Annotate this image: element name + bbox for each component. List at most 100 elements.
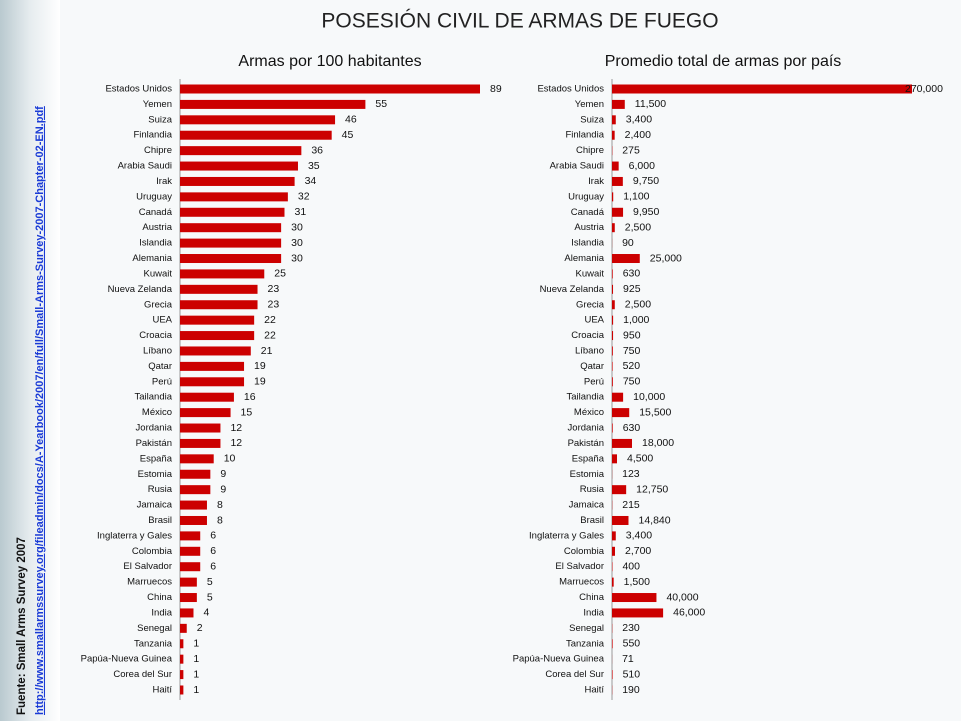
bar [180,423,221,433]
bar [612,454,617,464]
bar [180,176,295,186]
value-label: 275 [622,144,640,156]
bar [612,130,615,140]
category-label: Chipre [576,145,604,156]
category-label: China [147,592,173,603]
bar [612,192,614,202]
value-label: 25,000 [650,252,682,264]
value-label: 2 [197,622,203,634]
category-label: Papúa-Nueva Guinea [81,654,173,665]
category-label: India [151,607,172,618]
category-label: Jamaica [569,500,605,511]
category-label: Haití [152,685,172,696]
value-label: 1 [193,638,199,650]
category-label: España [140,453,173,464]
category-label: Qatar [580,361,604,372]
category-label: Islandia [139,238,172,249]
value-label: 2,700 [625,545,651,557]
bar [180,315,255,325]
value-label: 40,000 [666,591,698,603]
category-label: Rusia [148,484,173,495]
value-label: 9 [220,468,226,480]
bar [180,531,201,541]
category-label: Irak [588,176,604,187]
category-label: Marruecos [559,577,604,588]
bar [180,593,197,603]
value-label: 950 [623,329,641,341]
category-label: Austria [142,222,172,233]
category-label: Estados Unidos [105,84,172,95]
bar [612,515,629,525]
value-label: 1 [193,684,199,696]
bar [612,284,614,294]
value-label: 750 [623,345,641,357]
source-link[interactable]: http://www.smallarmssurvey.org/fileadmin… [34,106,46,715]
chart-subtitle: Promedio total de armas por país [605,53,842,70]
category-label: Tailandia [567,392,605,403]
bar [180,115,336,125]
category-label: Corea del Sur [113,669,172,680]
value-label: 2,500 [625,221,651,233]
category-label: Islandia [571,238,604,249]
bar [612,161,619,171]
category-label: Chipre [144,145,172,156]
bar [612,254,640,264]
value-label: 1,000 [623,314,649,326]
bar [180,161,298,171]
bar [612,593,657,603]
value-label: 270,000 [905,83,943,95]
category-label: Croacia [571,330,604,341]
bar [180,99,366,109]
value-label: 55 [375,98,387,110]
value-label: 630 [623,268,641,280]
value-label: 23 [268,283,280,295]
bar [180,130,332,140]
value-label: 25 [274,268,286,280]
category-label: Líbano [143,345,172,356]
bar [612,423,613,433]
value-label: 2,500 [625,299,651,311]
category-label: Finlandia [133,130,172,141]
category-label: Inglaterra y Gales [97,530,172,541]
chart-subtitle: Armas por 100 habitantes [238,53,421,70]
value-label: 6 [210,560,216,572]
chart-title: POSESIÓN CIVIL DE ARMAS DE FUEGO [321,10,718,33]
value-label: 1,500 [624,576,650,588]
value-label: 32 [298,191,310,203]
value-label: 510 [623,668,641,680]
category-label: Haití [584,685,604,696]
bar [612,608,664,618]
bar [180,654,184,664]
category-label: Suiza [148,114,172,125]
value-label: 10,000 [633,391,665,403]
value-label: 9,950 [633,206,659,218]
value-label: 123 [622,468,640,480]
category-label: Arabia Saudi [118,161,172,172]
bar [180,207,285,217]
bar [180,331,255,341]
category-label: Nueva Zelanda [108,284,173,295]
category-label: Yemen [143,99,172,110]
category-label: Marruecos [127,577,172,588]
value-label: 1 [193,668,199,680]
bar [612,377,613,387]
category-label: Estomia [138,469,173,480]
category-label: Pakistán [136,438,172,449]
value-label: 71 [622,653,634,665]
category-label: Finlandia [565,130,604,141]
category-label: Inglaterra y Gales [529,530,604,541]
value-label: 215 [622,499,640,511]
category-label: Austria [574,222,604,233]
value-label: 18,000 [642,437,674,449]
value-label: 5 [207,591,213,603]
category-label: Tailandia [135,392,173,403]
category-label: Senegal [569,623,604,634]
category-label: Irak [156,176,172,187]
bar [180,84,480,94]
value-label: 22 [264,329,276,341]
category-label: Canadá [571,207,605,218]
category-label: Líbano [575,345,604,356]
bar [180,485,211,495]
